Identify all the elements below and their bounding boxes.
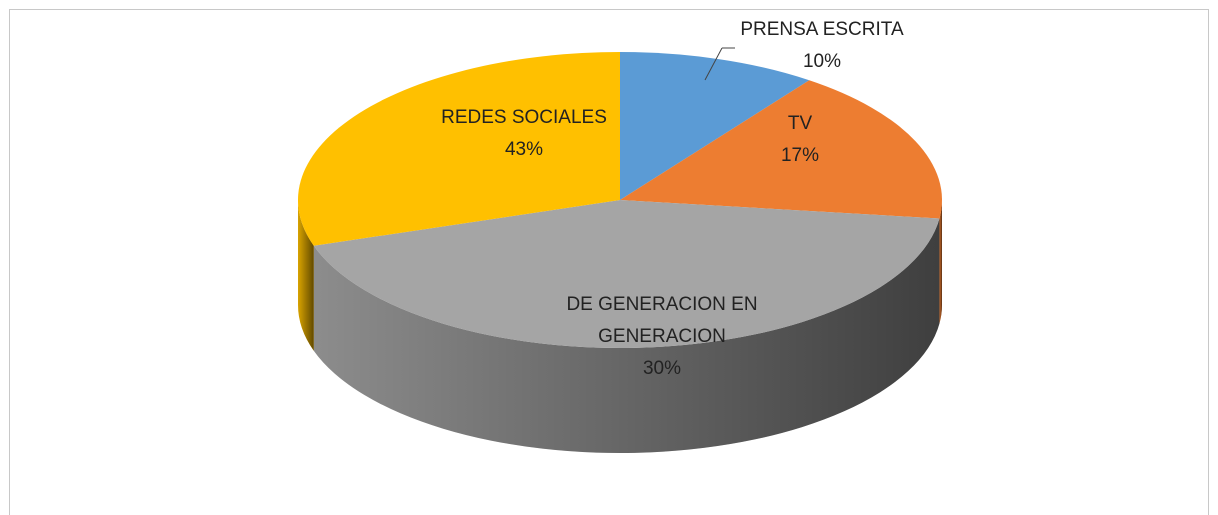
category-label: TV [787, 113, 813, 134]
slice-side-shade [298, 200, 314, 351]
value-label: 17% [780, 145, 820, 166]
data-label: PRENSA ESCRITA 10% [722, 14, 922, 78]
slice [620, 52, 810, 200]
value-label: 10% [802, 51, 842, 72]
slice [297, 52, 620, 246]
category-label: REDES SOCIALES [441, 107, 607, 128]
slice [620, 80, 943, 219]
slice [313, 200, 940, 349]
slice-side-shade [939, 200, 942, 324]
data-label: TV 17% [700, 108, 900, 172]
chart-border [9, 9, 1209, 515]
value-label: 30% [642, 358, 682, 379]
leader-line [704, 47, 723, 81]
category-label: PRENSA ESCRITA [740, 19, 904, 40]
value-label: 43% [504, 139, 544, 160]
category-label: DE GENERACION EN GENERACION [566, 294, 758, 347]
data-label: REDES SOCIALES 43% [429, 102, 619, 166]
slice-side-shade [313, 218, 940, 454]
data-label: DE GENERACION EN GENERACION 30% [562, 289, 762, 385]
